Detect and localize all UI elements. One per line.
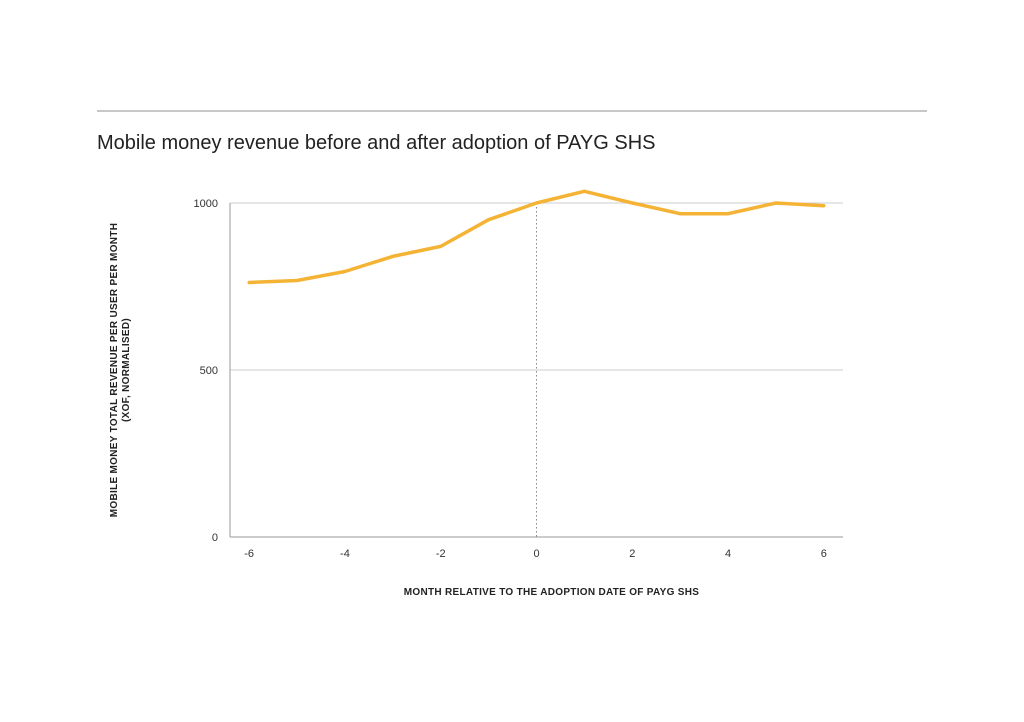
y-tick-label: 500 [200, 365, 218, 377]
y-tick-label: 0 [212, 532, 218, 544]
x-tick-label: -4 [340, 548, 350, 560]
x-axis-label: MONTH RELATIVE TO THE ADOPTION DATE OF P… [403, 587, 700, 598]
top-divider [97, 110, 927, 112]
data-point [822, 204, 826, 208]
x-tick-label: 0 [533, 548, 539, 560]
data-point [726, 212, 730, 216]
data-point [247, 280, 251, 284]
data-point [391, 254, 395, 258]
data-point [678, 212, 682, 216]
x-tick-label: -6 [244, 548, 254, 560]
data-point [630, 201, 634, 205]
data-point [295, 278, 299, 282]
data-point [774, 201, 778, 205]
x-tick-label: 6 [821, 548, 827, 560]
x-tick-label: 2 [629, 548, 635, 560]
data-point [582, 189, 586, 193]
chart-title: Mobile money revenue before and after ad… [97, 132, 656, 154]
data-point [343, 269, 347, 273]
x-tick-label: -2 [436, 548, 446, 560]
data-point [487, 218, 491, 222]
y-axis-label-line-2: (XOF, NORMALISED) [121, 318, 132, 422]
x-tick-label: 4 [725, 548, 731, 560]
y-axis-label-line-1: MOBILE MONEY TOTAL REVENUE PER USER PER … [109, 222, 120, 518]
y-tick-label: 1000 [194, 198, 218, 210]
data-point [439, 244, 443, 248]
data-point [535, 201, 538, 205]
series-line [247, 189, 826, 285]
